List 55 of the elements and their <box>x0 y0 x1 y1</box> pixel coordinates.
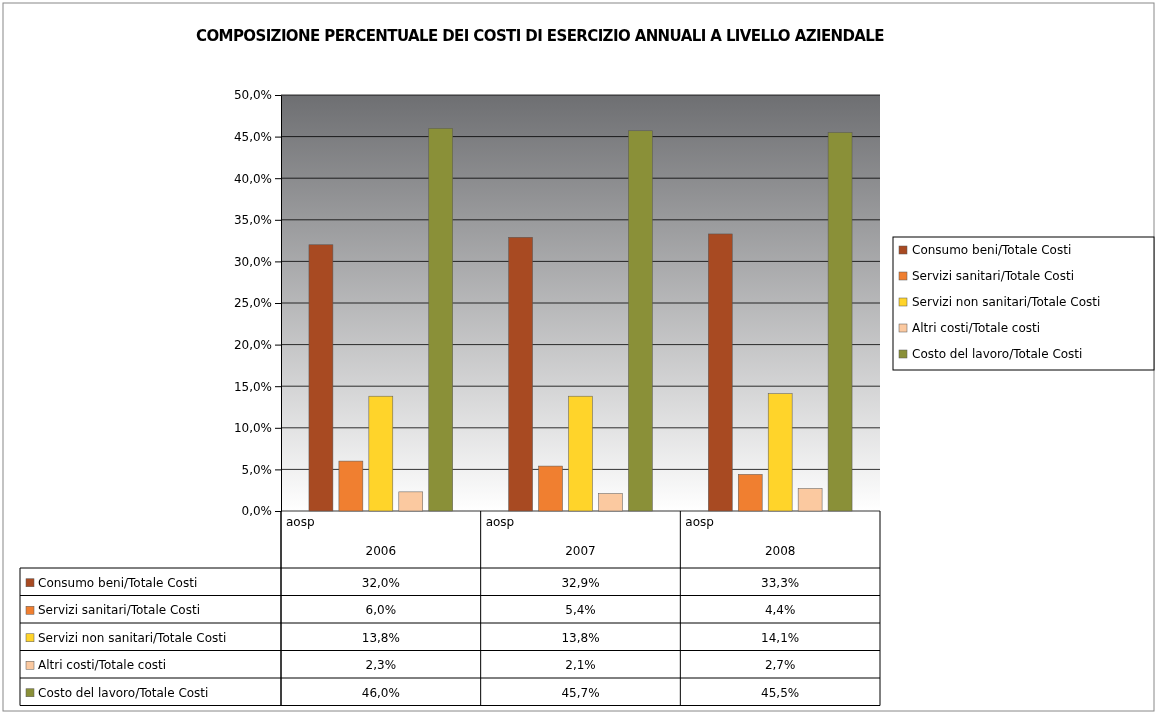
bar <box>708 233 733 512</box>
category-label: aosp 2007 <box>485 515 596 558</box>
y-tick-label: 5,0% <box>241 462 272 477</box>
data-label: 4,4% <box>764 603 796 618</box>
data-label: 33,3% <box>761 575 800 590</box>
data-label: 45,5% <box>761 685 800 700</box>
data-label: 32,0% <box>361 575 400 590</box>
y-tick-label: 20,0% <box>233 337 272 352</box>
legend-label: Servizi non sanitari/Totale Costi <box>912 295 1101 309</box>
y-tick-label: 45,0% <box>233 129 272 144</box>
legend-label: Consumo beni/Totale Costi <box>38 575 198 590</box>
y-tick-label: 25,0% <box>233 296 272 311</box>
bar <box>628 130 653 512</box>
bar <box>398 491 424 512</box>
bar <box>368 395 394 512</box>
bar <box>508 237 533 512</box>
data-label: 2,1% <box>565 658 596 673</box>
bar <box>428 128 453 512</box>
bar <box>568 395 593 512</box>
data-label: 45,7% <box>561 685 600 700</box>
y-tick-label: 0,0% <box>241 504 272 519</box>
bar <box>538 465 563 512</box>
category-label: aosp 2008 <box>685 515 796 558</box>
text: Consumo beni/Totale Costi <box>912 243 1072 257</box>
data-label: 46,0% <box>361 685 400 700</box>
data-label: 13,8% <box>361 630 400 645</box>
text: Altri costi/Totale costi <box>38 658 167 673</box>
text: Servizi sanitari/Totale Costi <box>912 269 1074 283</box>
bar <box>338 460 364 512</box>
legend-label: Servizi sanitari/Totale Costi <box>38 603 200 618</box>
bar <box>737 474 763 512</box>
bar <box>767 393 793 512</box>
bar <box>827 132 853 512</box>
bar <box>598 493 623 512</box>
category-label: aosp 2006 <box>286 515 397 558</box>
bar <box>797 488 823 512</box>
y-tick-label: 35,0% <box>233 213 272 228</box>
data-label: 6,0% <box>365 603 397 618</box>
y-tick-label: 50,0% <box>233 88 272 103</box>
data-label: 13,8% <box>561 630 600 645</box>
data-label: 5,4% <box>565 603 596 618</box>
data-label: 32,9% <box>561 575 600 590</box>
text: Costo del lavoro/Totale Costi <box>38 685 209 700</box>
chart-title: COMPOSIZIONE PERCENTUALE DEI COSTI DI ESERCIZIO ANNUALI A LIVELLO AZIENDALE <box>196 27 885 45</box>
data-label: 2,3% <box>365 658 397 673</box>
data-label: 14,1% <box>761 630 800 645</box>
y-tick-label: 10,0% <box>233 421 272 436</box>
text: Servizi non sanitari/Totale Costi <box>38 630 227 645</box>
legend-label: Costo del lavoro/Totale Costi <box>912 347 1083 361</box>
legend-label: Altri costi/Totale costi <box>912 321 1041 335</box>
y-tick-label: 15,0% <box>233 379 272 394</box>
y-tick-label: 40,0% <box>233 171 272 186</box>
bar <box>308 244 334 512</box>
data-label: 2,7% <box>764 658 796 673</box>
y-tick-label: 30,0% <box>233 254 272 269</box>
